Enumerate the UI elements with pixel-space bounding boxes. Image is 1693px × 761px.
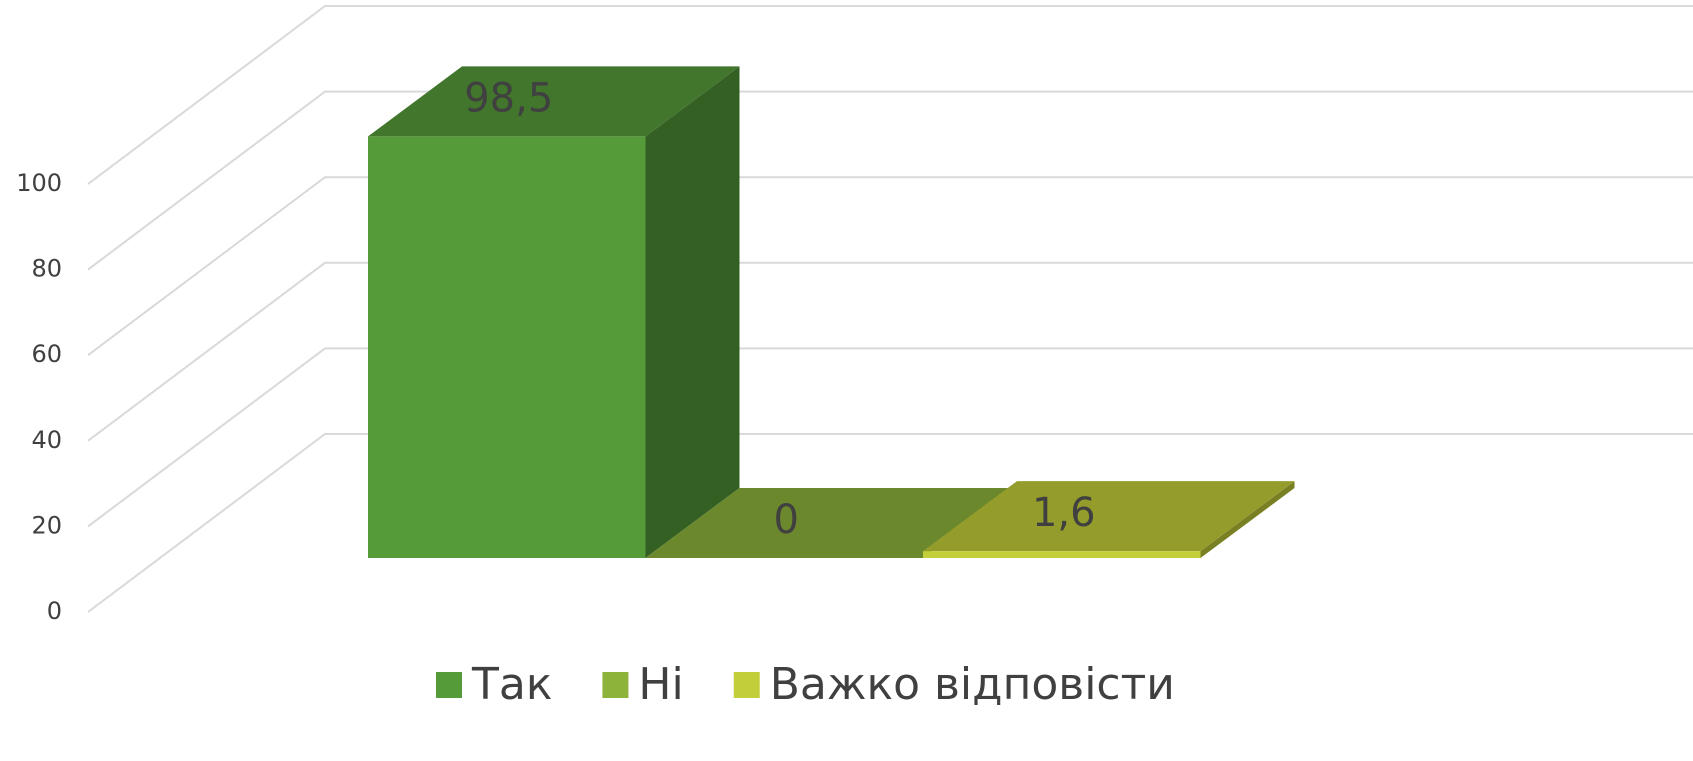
legend-swatch	[733, 672, 760, 698]
bar	[368, 136, 646, 559]
bar	[923, 551, 1201, 558]
y-tick-label: 60	[31, 340, 62, 368]
y-tick-label: 0	[47, 597, 62, 625]
bar-top	[368, 66, 740, 137]
bar-side	[645, 66, 740, 559]
legend-swatch	[436, 672, 462, 698]
grid-line	[87, 261, 1693, 442]
bar-top	[645, 488, 1017, 558]
y-tick-label: 100	[16, 169, 62, 197]
legend-label: Важко відповісти	[770, 659, 1175, 710]
grid-line	[87, 5, 1693, 185]
data-label: 98,5	[464, 75, 553, 121]
y-tick-label: 40	[31, 426, 62, 454]
data-label: 0	[774, 497, 799, 543]
grid-line	[87, 176, 1693, 356]
grid-line	[87, 90, 1693, 271]
y-tick-label: 20	[31, 511, 62, 539]
data-label: 1,6	[1032, 490, 1096, 536]
legend-label: Так	[471, 659, 552, 710]
grid-line	[87, 433, 1693, 613]
legend-label: Ні	[638, 659, 683, 710]
bar-side	[1200, 481, 1295, 558]
grid-line	[87, 347, 1693, 528]
legend-swatch	[602, 672, 629, 698]
bar-top	[923, 481, 1295, 552]
y-tick-label: 80	[31, 255, 62, 283]
